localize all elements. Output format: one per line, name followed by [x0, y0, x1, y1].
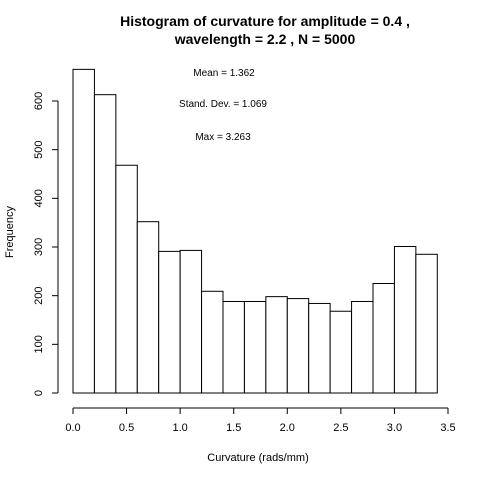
histogram-bar	[243, 301, 267, 394]
x-tick-label: 1.0	[172, 422, 187, 434]
y-tick-label: 100	[33, 335, 45, 353]
y-tick-label: 0	[33, 390, 45, 396]
y-axis: 0 100 200 300 400 500 600	[33, 92, 59, 396]
x-tick-label: 0.5	[119, 422, 134, 434]
x-tick-label: 2.5	[333, 422, 348, 434]
stat-std-dev: Stand. Dev. = 1.069	[179, 99, 267, 110]
y-tick-label: 600	[33, 92, 45, 110]
histogram-bar	[222, 301, 245, 394]
histogram-bar	[308, 302, 331, 394]
histogram-bar	[72, 68, 95, 394]
x-axis: 0.0 0.5 1.0 1.5 2.0 2.5 3.0 3.5	[65, 407, 456, 434]
histogram-bar	[136, 221, 160, 394]
histogram-bar	[393, 246, 417, 394]
x-tick-label: 3.0	[387, 422, 402, 434]
x-tick-label: 3.5	[440, 422, 455, 434]
histogram-bar	[115, 164, 138, 394]
x-tick-label: 0.0	[65, 422, 80, 434]
y-tick-label: 300	[33, 238, 45, 256]
histogram-bar	[158, 250, 181, 394]
stat-max: Max = 3.263	[195, 132, 251, 143]
histogram-bar	[93, 94, 117, 394]
stat-mean: Mean = 1.362	[193, 68, 255, 79]
chart-title-line-2: wavelength = 2.2 , N = 5000	[174, 31, 356, 47]
chart-title-line-1: Histogram of curvature for amplitude = 0…	[120, 13, 410, 29]
y-tick-label: 500	[33, 140, 45, 158]
y-tick-label: 200	[33, 286, 45, 304]
histogram-bar	[351, 301, 374, 394]
histogram-bar	[286, 298, 310, 394]
x-axis-label: Curvature (rads/mm)	[207, 452, 308, 464]
histogram-bars	[72, 68, 438, 394]
histogram-bar	[179, 249, 203, 394]
y-tick-label: 400	[33, 189, 45, 207]
x-tick-label: 2.0	[280, 422, 295, 434]
y-axis-label: Frequency	[4, 206, 16, 258]
x-tick-label: 1.5	[226, 422, 241, 434]
histogram-bar	[372, 283, 395, 394]
histogram-bar	[415, 253, 438, 394]
histogram-bar	[329, 310, 353, 394]
histogram-bar	[201, 290, 224, 394]
histogram-bar	[265, 296, 288, 394]
